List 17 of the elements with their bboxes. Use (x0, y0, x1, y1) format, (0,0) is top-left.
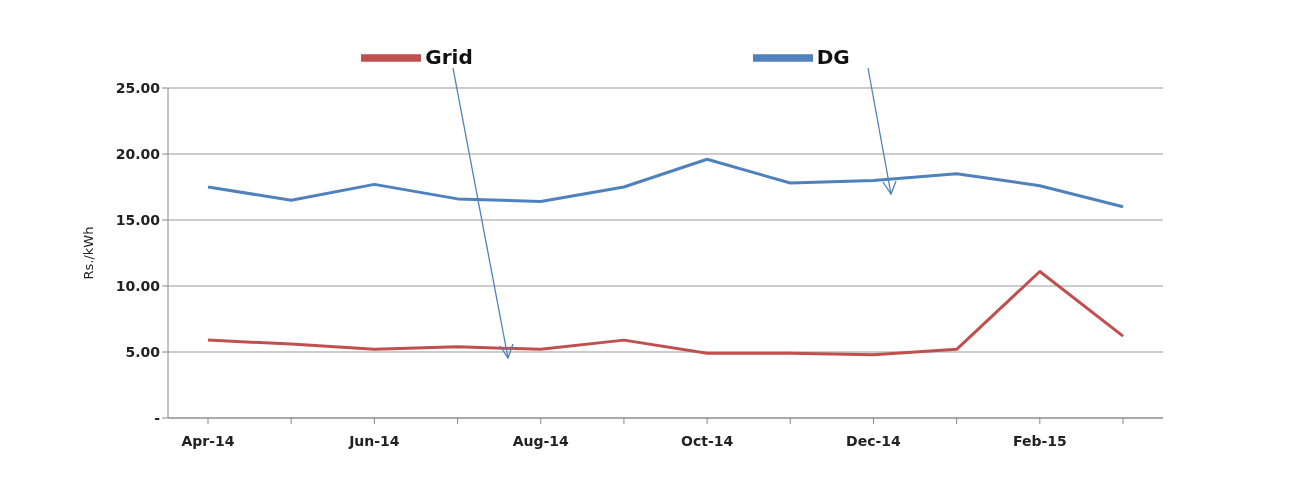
legend-label: DG (816, 44, 850, 69)
line-series (206, 157, 1125, 209)
x-tick-label: Oct-14 (681, 432, 734, 449)
y-tick-label: 5.00 (125, 343, 161, 360)
x-tick-label: Aug-14 (512, 432, 570, 449)
y-tick-label: 15.00 (115, 211, 161, 228)
y-tick-label: 25.00 (115, 79, 161, 96)
y-tick-label: 10.00 (115, 277, 161, 294)
line-series (206, 269, 1125, 357)
y-tick-label: - (154, 409, 161, 426)
x-tick-label: Feb-15 (1012, 432, 1067, 449)
y-axis-title: Rs./kWh (80, 226, 96, 280)
x-tick-label: Dec-14 (846, 432, 902, 449)
y-tick-label: 20.00 (115, 145, 161, 162)
legend-label: Grid (425, 44, 473, 69)
x-tick-label: Jun-14 (348, 432, 400, 449)
x-tick-label: Apr-14 (181, 432, 235, 449)
